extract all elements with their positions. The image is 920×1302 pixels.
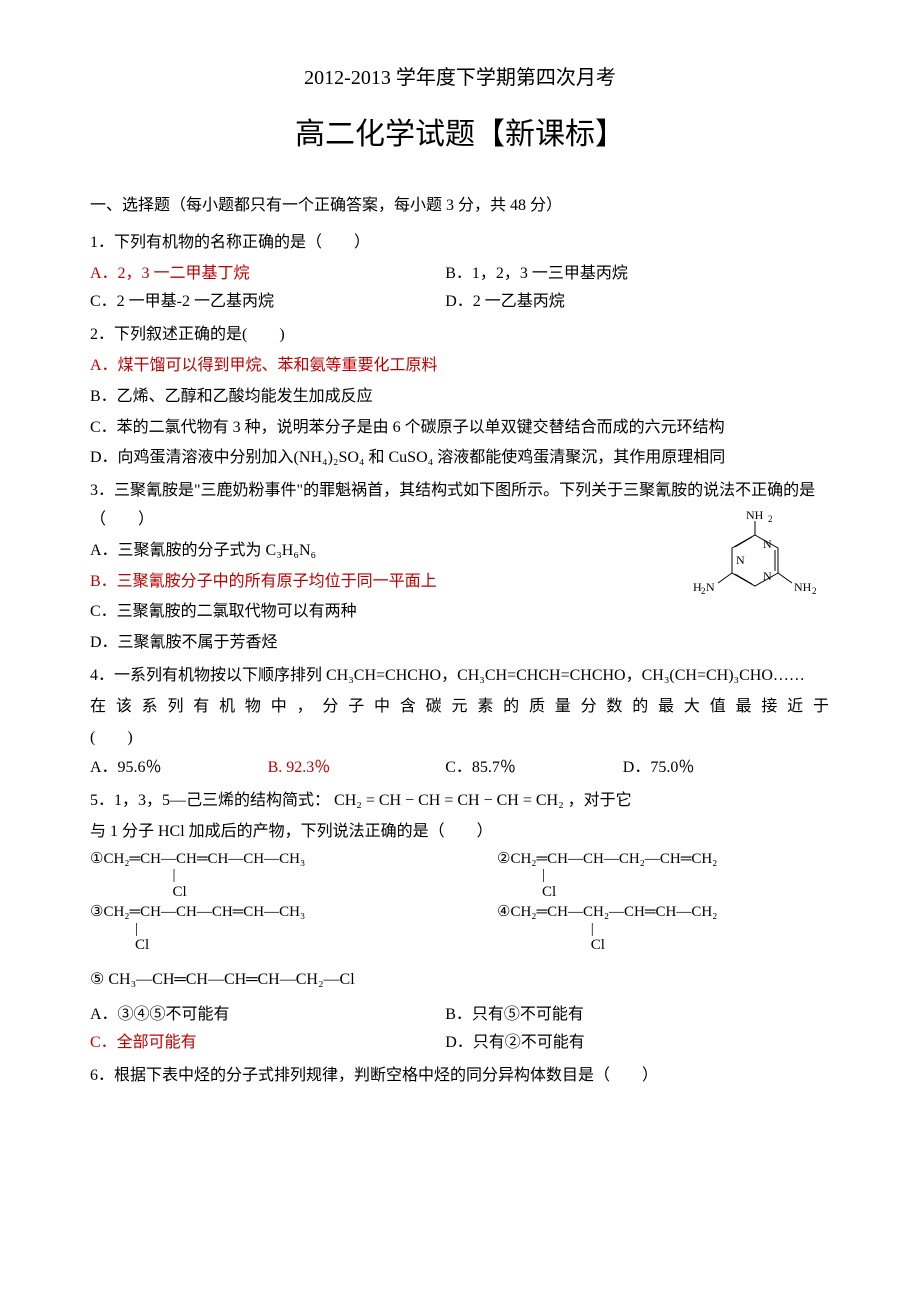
svg-text:N: N xyxy=(763,537,772,551)
question-2: 2．下列叙述正确的是( ) A．煤干馏可以得到甲烷、苯和氨等重要化工原料 B．乙… xyxy=(90,321,830,473)
q5-option-b: B．只有⑤不可能有 xyxy=(445,1001,800,1030)
q5-stem2-text: ，对于它 xyxy=(568,792,632,809)
q5-stem1: 5．1，3，5—己三烯的结构简式： CH₂ = CH − CH = CH − C… xyxy=(90,787,830,816)
q1-option-a: A．2，3 一二甲基丁烷 xyxy=(90,260,445,289)
q3-option-d: D．三聚氰胺不属于芳香烃 xyxy=(90,629,830,658)
q5-structure-5: ⑤ CH₃―CH═CH―CH═CH―CH₂―Cl xyxy=(90,966,830,995)
question-4: 4．一系列有机物按以下顺序排列 CH₃CH=CHCHO，CH₃CH=CHCH=C… xyxy=(90,662,830,783)
subtitle: 2012-2013 学年度下学期第四次月考 xyxy=(90,60,830,96)
question-1: 1．下列有机物的名称正确的是（ ） A．2，3 一二甲基丁烷 B．1，2，3 一… xyxy=(90,229,830,317)
q5-stem1-text: 5．1，3，5—己三烯的结构简式： xyxy=(90,792,330,809)
svg-text:N: N xyxy=(706,580,715,594)
q5-structure-1: ①CH₂═CH―CH═CH―CH―CH₃ | Cl xyxy=(90,851,497,901)
q5-option-a: A．③④⑤不可能有 xyxy=(90,1001,445,1030)
q5-structure-3: ③CH₂═CH―CH―CH═CH―CH₃ | Cl xyxy=(90,904,497,954)
svg-text:N: N xyxy=(736,553,745,567)
q4-stem3: ( ) xyxy=(90,724,830,753)
q2-stem: 2．下列叙述正确的是( ) xyxy=(90,321,830,350)
section-header: 一、选择题（每小题都只有一个正确答案，每小题 3 分，共 48 分） xyxy=(90,192,830,221)
q2-option-a: A．煤干馏可以得到甲烷、苯和氨等重要化工原料 xyxy=(90,352,830,381)
q5-structure-2: ②CH₂═CH―CH―CH₂―CH═CH₂ | Cl xyxy=(497,851,830,901)
svg-text:2: 2 xyxy=(701,586,706,596)
svg-text:NH: NH xyxy=(746,508,764,522)
q5-option-c: C．全部可能有 xyxy=(90,1029,445,1058)
question-5: 5．1，3，5—己三烯的结构简式： CH₂ = CH − CH = CH − C… xyxy=(90,787,830,1058)
q2-option-c: C．苯的二氯代物有 3 种，说明苯分子是由 6 个碳原子以单双键交替结合而成的六… xyxy=(90,414,830,443)
question-6: 6．根据下表中烃的分子式排列规律，判断空格中烃的同分异构体数目是（ ） xyxy=(90,1062,830,1091)
q5-structures-row1: ①CH₂═CH―CH═CH―CH―CH₃ | Cl ②CH₂═CH―CH―CH₂… xyxy=(90,851,830,901)
q6-stem: 6．根据下表中烃的分子式排列规律，判断空格中烃的同分异构体数目是（ ） xyxy=(90,1062,830,1091)
question-3: 3．三聚氰胺是"三鹿奶粉事件"的罪魁祸首，其结构式如下图所示。下列关于三聚氰胺的… xyxy=(90,477,830,658)
svg-text:2: 2 xyxy=(768,514,773,524)
q1-option-d: D．2 一乙基丙烷 xyxy=(445,288,800,317)
main-title: 高二化学试题【新课标】 xyxy=(90,108,830,162)
q4-option-c: C．85.7％ xyxy=(445,754,623,783)
svg-text:2: 2 xyxy=(812,586,817,596)
q1-stem: 1．下列有机物的名称正确的是（ ） xyxy=(90,229,830,258)
q2-option-b: B．乙烯、乙醇和乙酸均能发生加成反应 xyxy=(90,383,830,412)
q5-formula: CH₂ = CH − CH = CH − CH = CH₂ xyxy=(334,792,564,809)
q4-option-b: B. 92.3％ xyxy=(268,754,446,783)
q1-option-b: B．1，2，3 一三甲基丙烷 xyxy=(445,260,800,289)
q4-stem1: 4．一系列有机物按以下顺序排列 CH₃CH=CHCHO，CH₃CH=CHCH=C… xyxy=(90,662,830,691)
svg-text:NH: NH xyxy=(794,580,812,594)
q1-option-c: C．2 一甲基-2 一乙基丙烷 xyxy=(90,288,445,317)
q4-option-a: A．95.6％ xyxy=(90,754,268,783)
q5-stem3: 与 1 分子 HCl 加成后的产物，下列说法正确的是（ ） xyxy=(90,818,830,847)
melamine-structure-icon: NH 2 N N N H 2 N NH 2 xyxy=(690,507,820,607)
svg-text:N: N xyxy=(763,569,772,583)
q4-option-d: D．75.0％ xyxy=(623,754,801,783)
q5-option-d: D．只有②不可能有 xyxy=(445,1029,800,1058)
q5-structures-row2: ③CH₂═CH―CH―CH═CH―CH₃ | Cl ④CH₂═CH―CH₂―CH… xyxy=(90,904,830,954)
q2-option-d: D．向鸡蛋清溶液中分别加入(NH₄)₂SO₄ 和 CuSO₄ 溶液都能使鸡蛋清聚… xyxy=(90,444,830,473)
q4-stem2: 在该系列有机物中，分子中含碳元素的质量分数的最大值最接近于 xyxy=(90,693,830,722)
q5-structure-4: ④CH₂═CH―CH₂―CH═CH―CH₂ | Cl xyxy=(497,904,830,954)
